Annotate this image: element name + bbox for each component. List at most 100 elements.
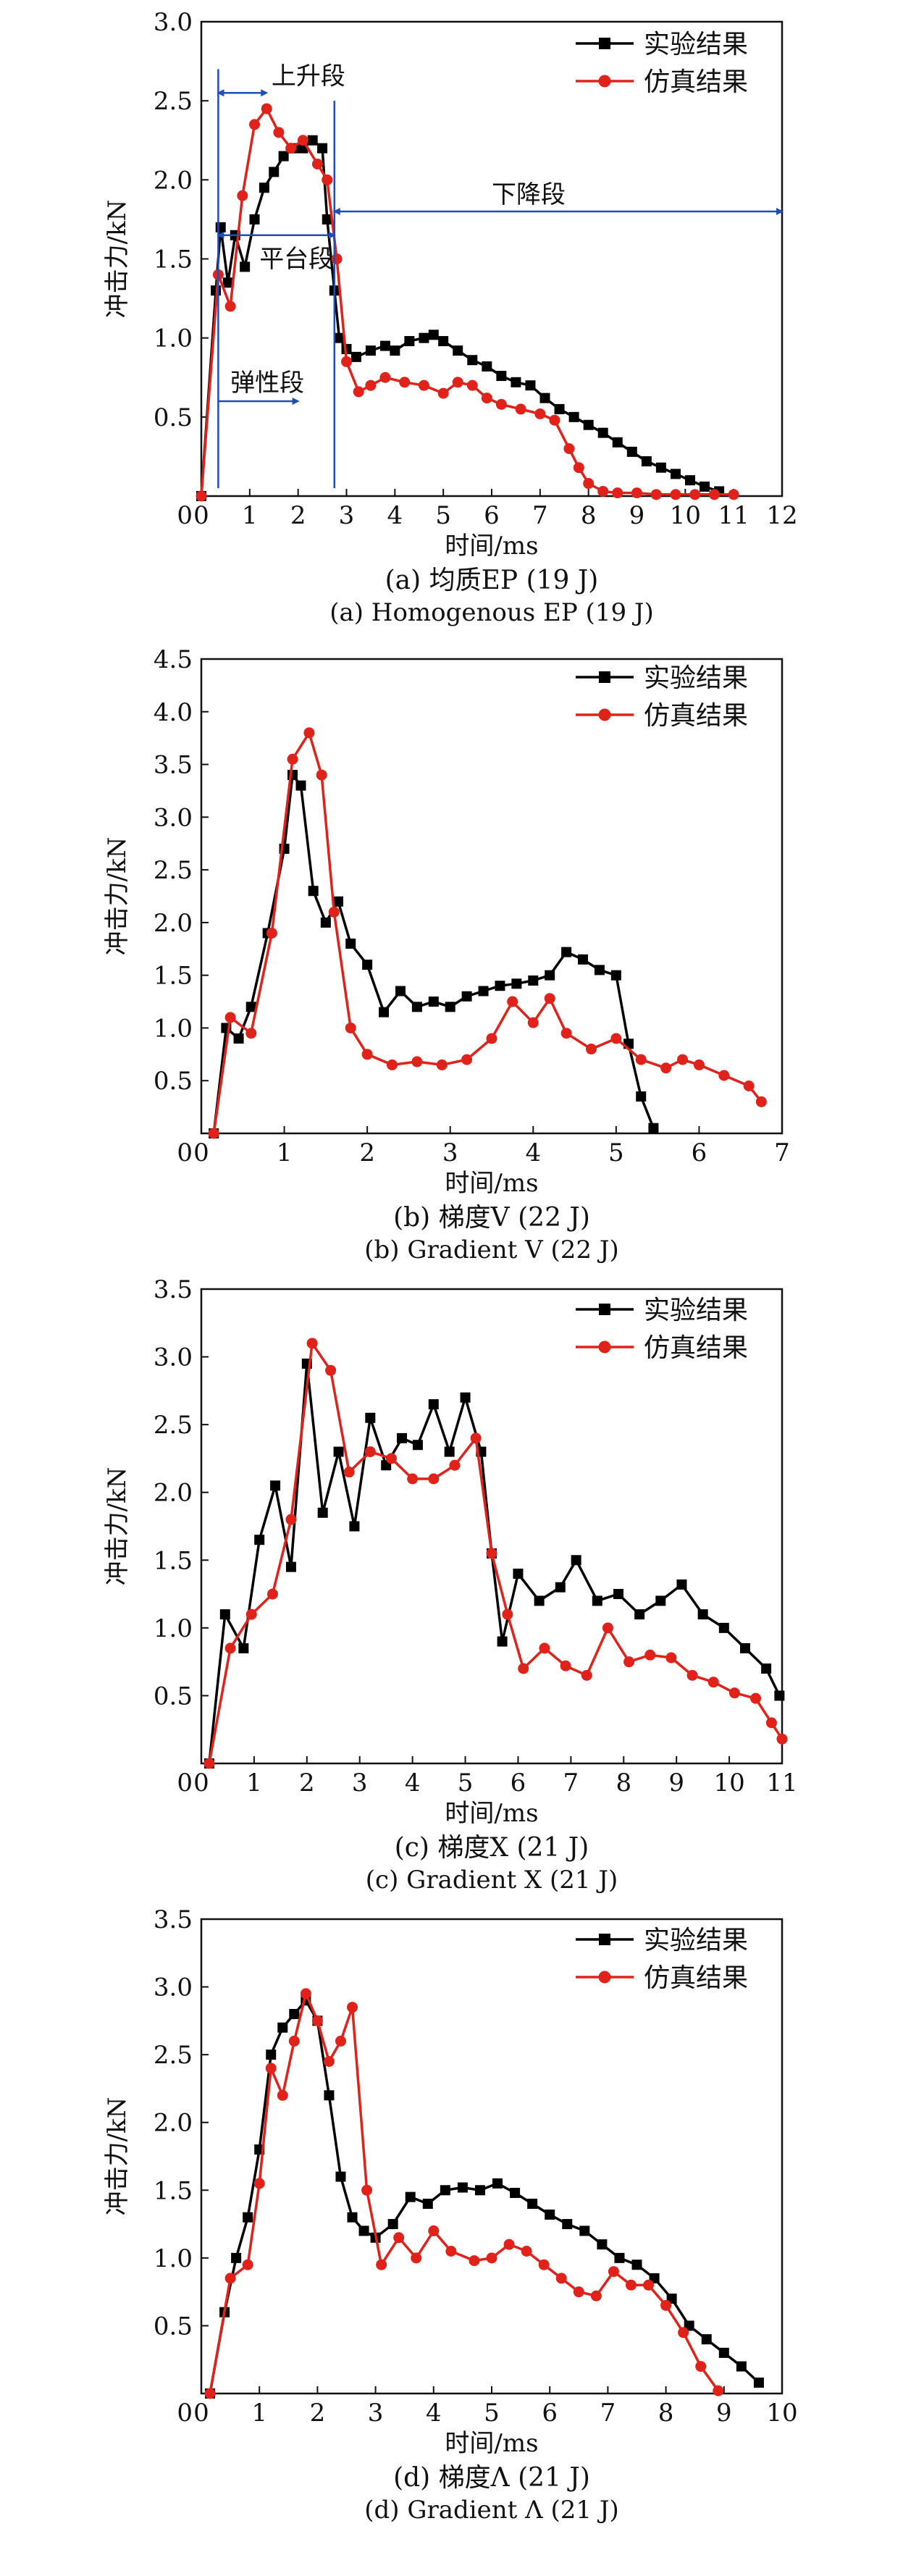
y-tick-label: 2.0 (154, 1479, 193, 1508)
data-point-simulation (515, 403, 526, 415)
y-tick-label: 3.0 (154, 1973, 193, 2002)
data-point-simulation (495, 398, 507, 410)
data-point-experiment (349, 1521, 360, 1532)
x-tick-label: 4 (426, 2399, 442, 2428)
y-tick-label: 1.0 (154, 324, 193, 353)
x-tick-label: 2 (359, 1138, 375, 1167)
legend-label: 仿真结果 (644, 1963, 748, 1993)
data-point-simulation (612, 487, 623, 499)
x-tick-label: 11 (766, 1769, 797, 1797)
data-point-experiment (554, 403, 565, 414)
data-point-experiment (578, 954, 589, 965)
data-point-experiment (445, 1002, 455, 1012)
data-point-experiment (474, 2185, 485, 2196)
data-point-experiment (397, 1432, 408, 1443)
data-point-experiment (511, 978, 522, 989)
y-tick-label: 1.5 (154, 2176, 193, 2205)
data-point-simulation (518, 1663, 529, 1674)
data-point-simulation (224, 2273, 236, 2284)
data-point-simulation (393, 2232, 405, 2244)
legend-label: 仿真结果 (644, 1333, 748, 1363)
origin-label: 0 (177, 2399, 193, 2428)
data-point-simulation (677, 1054, 689, 1065)
data-point-experiment (285, 1561, 296, 1572)
data-point-experiment (269, 167, 280, 177)
data-point-simulation (728, 489, 739, 500)
data-point-simulation (208, 1128, 219, 1139)
y-tick-label: 2.0 (154, 909, 193, 938)
data-point-simulation (538, 2259, 550, 2270)
data-point-simulation (266, 1588, 278, 1600)
data-point-simulation (249, 119, 261, 130)
legend-marker (598, 1971, 611, 1984)
data-point-simulation (273, 127, 285, 138)
data-point-experiment (387, 2219, 398, 2230)
data-point-experiment (222, 277, 233, 288)
x-tick-label: 10 (766, 2399, 797, 2428)
caption-en: (a) Homogenous EP (19 J) (329, 598, 654, 627)
caption-cn: (d) 梯度Λ (21 J) (393, 2463, 590, 2493)
data-point-experiment (333, 1446, 344, 1457)
y-axis-title: 冲击力/kN (103, 837, 132, 956)
data-point-experiment (634, 1609, 645, 1620)
data-point-experiment (718, 1622, 729, 1633)
x-tick-label: 4 (387, 501, 403, 530)
data-point-simulation (376, 2259, 387, 2270)
data-point-simulation (623, 1656, 635, 1668)
data-point-simulation (644, 1649, 656, 1661)
data-point-simulation (486, 1033, 497, 1044)
series-line-simulation (200, 107, 734, 497)
data-point-simulation (689, 489, 701, 500)
data-point-experiment (334, 332, 345, 343)
series-line-simulation (209, 1992, 720, 2394)
x-tick-label: 12 (766, 501, 797, 530)
data-point-experiment (362, 960, 373, 970)
x-tick-label: 2 (310, 2399, 326, 2428)
data-point-simulation (503, 2239, 515, 2250)
data-point-simulation (631, 487, 642, 499)
y-axis-title: 冲击力/kN (103, 2097, 132, 2216)
data-point-experiment (562, 2219, 573, 2230)
data-point-experiment (419, 332, 429, 343)
chart-panel-0: 0 1 2 3 4 5 6 7 8 9 10 11 120.51.01.52.02.53.00时间/ms… (103, 8, 798, 627)
data-point-simulation (765, 1717, 777, 1729)
data-point-experiment (753, 2378, 764, 2388)
data-point-simulation (728, 1687, 740, 1699)
series-line-experiment (212, 773, 655, 1134)
data-point-experiment (700, 481, 710, 492)
data-point-experiment (636, 1091, 647, 1102)
data-point-experiment (525, 380, 536, 391)
data-point-experiment (270, 1480, 281, 1491)
x-tick-label: 1 (246, 1769, 262, 1797)
data-point-simulation (776, 1733, 788, 1745)
data-point-experiment (571, 1555, 581, 1566)
x-tick-label: 4 (525, 1138, 541, 1167)
data-point-experiment (240, 261, 251, 272)
data-point-simulation (242, 2259, 253, 2270)
x-tick-label: 8 (658, 2399, 674, 2428)
y-tick-label: 2.5 (154, 856, 193, 885)
data-point-simulation (365, 379, 377, 391)
y-tick-label: 4.0 (154, 698, 193, 727)
data-point-simulation (486, 2252, 497, 2264)
data-point-simulation (322, 174, 333, 185)
x-tick-label: 5 (458, 1769, 474, 1797)
data-point-experiment (513, 1569, 524, 1579)
data-point-simulation (597, 485, 609, 497)
data-point-experiment (460, 1392, 471, 1403)
series-line-experiment (200, 139, 720, 497)
data-point-experiment (428, 330, 439, 340)
legend-label: 仿真结果 (644, 67, 748, 97)
x-tick-label: 6 (542, 2399, 558, 2428)
data-point-experiment (411, 1002, 422, 1012)
data-point-simulation (743, 1081, 755, 1091)
y-tick-label: 1.0 (154, 1614, 193, 1643)
data-point-experiment (231, 2252, 242, 2263)
data-point-experiment (561, 947, 572, 957)
data-point-experiment (412, 1440, 423, 1451)
data-point-experiment (379, 340, 390, 351)
data-point-experiment (365, 345, 376, 356)
legend-marker (598, 1341, 611, 1354)
data-point-simulation (718, 1070, 730, 1081)
